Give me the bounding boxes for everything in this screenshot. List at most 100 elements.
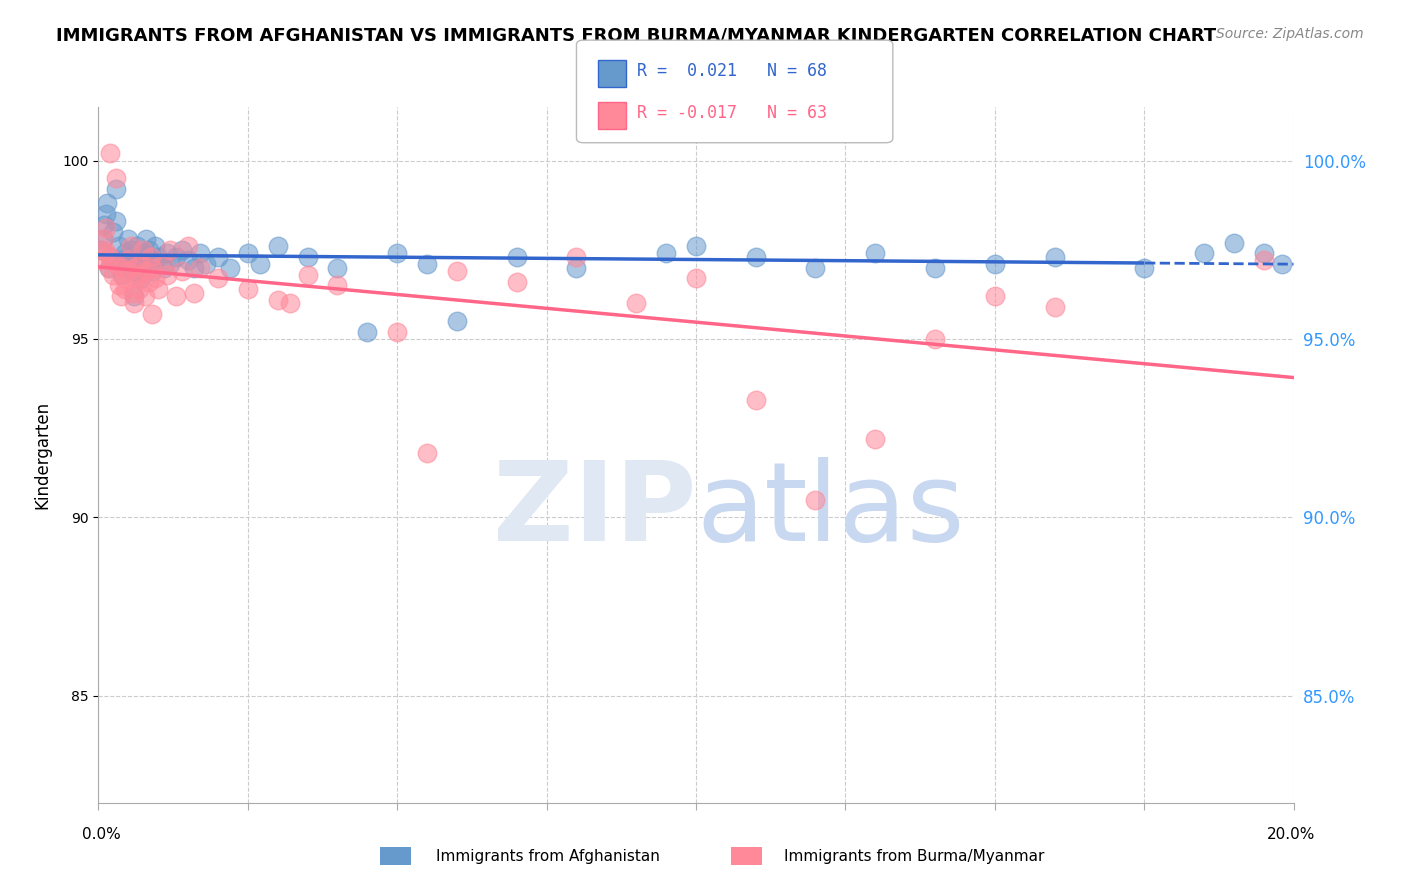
Point bbox=[129, 260, 152, 275]
Point bbox=[127, 239, 149, 253]
Point bbox=[172, 243, 194, 257]
Point bbox=[132, 243, 155, 257]
Point bbox=[297, 250, 319, 264]
Point bbox=[1043, 300, 1066, 314]
Point bbox=[183, 285, 205, 300]
Point bbox=[165, 289, 187, 303]
Point bbox=[236, 246, 259, 260]
Point bbox=[1133, 260, 1156, 275]
Point bbox=[110, 253, 132, 268]
Point bbox=[446, 314, 468, 328]
Point bbox=[128, 282, 150, 296]
Point bbox=[129, 257, 152, 271]
Point bbox=[153, 257, 176, 271]
Point bbox=[120, 243, 142, 257]
Point bbox=[278, 296, 301, 310]
Point bbox=[98, 260, 121, 275]
Point bbox=[124, 264, 146, 278]
Point bbox=[96, 196, 118, 211]
Point bbox=[141, 264, 163, 278]
Point bbox=[90, 243, 112, 257]
Text: ZIP: ZIP bbox=[492, 457, 696, 564]
Point bbox=[122, 253, 145, 268]
Point bbox=[124, 289, 146, 303]
Point bbox=[117, 264, 139, 278]
Point bbox=[143, 271, 166, 285]
Point bbox=[91, 232, 114, 246]
Text: atlas: atlas bbox=[696, 457, 965, 564]
Point bbox=[207, 271, 229, 285]
Point bbox=[127, 271, 149, 285]
Point bbox=[236, 282, 259, 296]
Point bbox=[100, 250, 122, 264]
Point bbox=[134, 246, 156, 260]
Point bbox=[156, 246, 179, 260]
Point bbox=[267, 239, 290, 253]
Point bbox=[984, 289, 1007, 303]
Point bbox=[267, 293, 290, 307]
Point bbox=[159, 243, 181, 257]
Point bbox=[115, 257, 138, 271]
Point bbox=[1253, 246, 1275, 260]
Y-axis label: Kindergarten: Kindergarten bbox=[34, 401, 51, 509]
Text: IMMIGRANTS FROM AFGHANISTAN VS IMMIGRANTS FROM BURMA/MYANMAR KINDERGARTEN CORREL: IMMIGRANTS FROM AFGHANISTAN VS IMMIGRANT… bbox=[56, 27, 1216, 45]
Point bbox=[124, 260, 146, 275]
Point bbox=[105, 182, 128, 196]
Text: 0.0%: 0.0% bbox=[82, 827, 121, 841]
Point bbox=[984, 257, 1007, 271]
Point bbox=[177, 253, 200, 268]
Point bbox=[863, 246, 887, 260]
Text: 20.0%: 20.0% bbox=[1267, 827, 1315, 841]
Point bbox=[745, 392, 768, 407]
Point bbox=[1192, 246, 1215, 260]
Point bbox=[93, 218, 115, 232]
Point bbox=[134, 289, 156, 303]
Point bbox=[506, 250, 529, 264]
Text: Immigrants from Afghanistan: Immigrants from Afghanistan bbox=[436, 849, 661, 863]
Point bbox=[128, 250, 150, 264]
Point bbox=[148, 250, 170, 264]
Point bbox=[112, 260, 135, 275]
Point bbox=[120, 239, 142, 253]
Point bbox=[565, 250, 588, 264]
Text: R =  0.021   N = 68: R = 0.021 N = 68 bbox=[637, 62, 827, 79]
Point bbox=[110, 289, 132, 303]
Point bbox=[685, 271, 707, 285]
Point bbox=[326, 278, 349, 293]
Point bbox=[103, 225, 125, 239]
Point bbox=[115, 253, 138, 268]
Point bbox=[207, 250, 229, 264]
Point bbox=[141, 307, 163, 321]
Point bbox=[90, 253, 112, 268]
Point bbox=[446, 264, 468, 278]
Point bbox=[112, 271, 135, 285]
Point bbox=[385, 325, 409, 339]
Point bbox=[148, 282, 170, 296]
Point bbox=[506, 275, 529, 289]
Point bbox=[139, 253, 162, 268]
Point bbox=[103, 268, 125, 282]
Text: R = -0.017   N = 63: R = -0.017 N = 63 bbox=[637, 104, 827, 122]
Point bbox=[94, 221, 117, 235]
Point bbox=[93, 232, 115, 246]
Point bbox=[565, 260, 588, 275]
Point bbox=[105, 171, 128, 186]
Point bbox=[124, 296, 146, 310]
Point bbox=[165, 250, 187, 264]
Point bbox=[135, 264, 157, 278]
Point bbox=[139, 250, 162, 264]
Point bbox=[863, 432, 887, 446]
Point bbox=[105, 257, 128, 271]
Point bbox=[100, 146, 122, 161]
Point bbox=[91, 243, 114, 257]
Point bbox=[117, 232, 139, 246]
Point bbox=[108, 278, 131, 293]
Point bbox=[138, 275, 160, 289]
Point bbox=[326, 260, 349, 275]
Point bbox=[141, 260, 163, 275]
Point bbox=[135, 232, 157, 246]
Point bbox=[804, 492, 827, 507]
Point bbox=[416, 257, 439, 271]
Point bbox=[131, 268, 153, 282]
Point bbox=[156, 268, 179, 282]
